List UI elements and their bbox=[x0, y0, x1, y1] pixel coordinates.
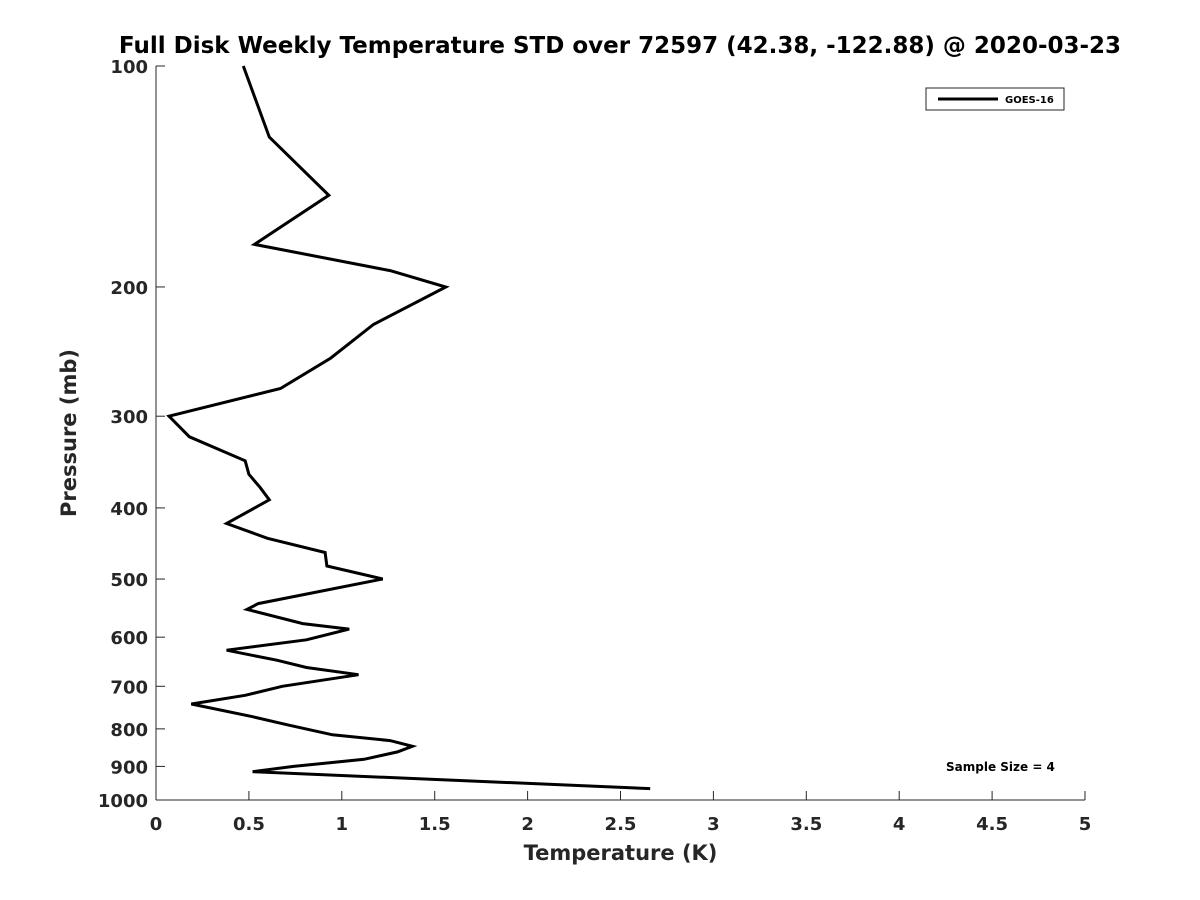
series-line-goes-16 bbox=[166, 65, 651, 791]
legend-label: GOES-16 bbox=[1005, 95, 1054, 106]
x-axis-label: Temperature (K) bbox=[524, 841, 718, 865]
x-tick-label: 1.5 bbox=[419, 814, 451, 835]
x-tick-label: 4 bbox=[893, 814, 906, 835]
sample-size-annotation: Sample Size = 4 bbox=[946, 760, 1055, 774]
y-tick-label: 600 bbox=[110, 628, 148, 649]
y-tick-label: 1000 bbox=[98, 791, 148, 812]
x-tick-label: 1 bbox=[336, 814, 349, 835]
x-tick-label: 0 bbox=[150, 814, 163, 835]
x-tick-label: 4.5 bbox=[976, 814, 1008, 835]
y-tick-label: 200 bbox=[110, 278, 148, 299]
y-tick-label: 900 bbox=[110, 757, 148, 778]
x-tick-label: 2.5 bbox=[605, 814, 637, 835]
y-tick-label: 300 bbox=[110, 407, 148, 428]
x-tick-label: 5 bbox=[1079, 814, 1092, 835]
series-layer bbox=[166, 65, 651, 791]
legend: GOES-16 bbox=[925, 87, 1065, 111]
y-tick-label: 100 bbox=[110, 57, 148, 78]
x-tick-label: 2 bbox=[521, 814, 534, 835]
y-axis-label: Pressure (mb) bbox=[57, 349, 81, 517]
x-tick-label: 0.5 bbox=[233, 814, 265, 835]
x-tick-label: 3.5 bbox=[790, 814, 822, 835]
y-tick-label: 800 bbox=[110, 720, 148, 741]
chart-title: Full Disk Weekly Temperature STD over 72… bbox=[119, 33, 1121, 59]
y-tick-label: 500 bbox=[110, 570, 148, 591]
tick-marks: 0 0.5 1 1.5 2 2.5 3 3.5 4 4.5 5 100 200 300 400 500 600 7… bbox=[98, 57, 1091, 835]
x-tick-label: 3 bbox=[707, 814, 720, 835]
y-tick-label: 700 bbox=[110, 677, 148, 698]
plot-area bbox=[156, 66, 1085, 800]
y-tick-label: 400 bbox=[110, 499, 148, 520]
